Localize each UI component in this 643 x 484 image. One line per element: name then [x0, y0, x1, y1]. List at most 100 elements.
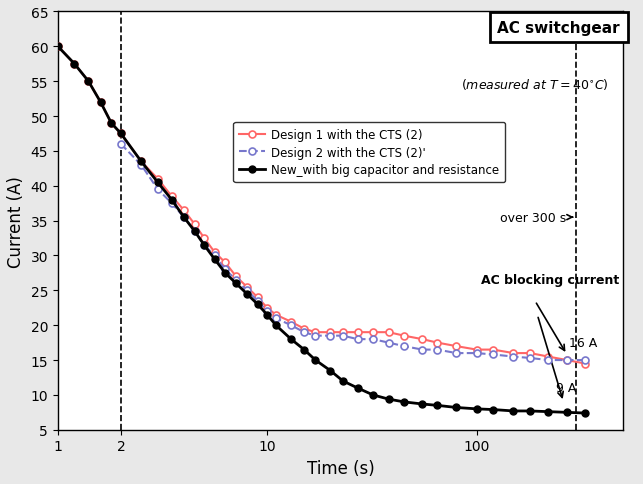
Design 1 with the CTS (2)	[138, 159, 145, 165]
New_with big capacitor and resistance	[107, 121, 115, 127]
New_with big capacitor and resistance	[96, 100, 104, 106]
Design 1 with the CTS (2)	[107, 121, 115, 127]
Design 1 with the CTS (2)	[232, 274, 240, 280]
Design 2 with the CTS (2)'	[243, 288, 251, 294]
Design 1 with the CTS (2)	[385, 330, 392, 335]
Design 1 with the CTS (2)	[300, 326, 308, 332]
Design 1 with the CTS (2)	[221, 260, 229, 266]
Design 1 with the CTS (2)	[211, 250, 219, 256]
Design 2 with the CTS (2)'	[221, 267, 229, 273]
Design 2 with the CTS (2)'	[563, 357, 571, 363]
Text: 9 A: 9 A	[556, 382, 577, 394]
Design 1 with the CTS (2)	[563, 357, 571, 363]
Design 2 with the CTS (2)'	[191, 228, 199, 234]
Design 1 with the CTS (2)	[85, 79, 93, 85]
New_with big capacitor and resistance	[191, 228, 199, 234]
Design 2 with the CTS (2)'	[300, 330, 308, 335]
New_with big capacitor and resistance	[526, 408, 534, 414]
Line: Design 2 with the CTS (2)': Design 2 with the CTS (2)'	[118, 141, 588, 364]
Design 2 with the CTS (2)'	[180, 215, 188, 221]
Line: New_with big capacitor and resistance: New_with big capacitor and resistance	[55, 44, 588, 417]
Design 2 with the CTS (2)'	[545, 357, 552, 363]
Design 2 with the CTS (2)'	[138, 163, 145, 168]
Design 1 with the CTS (2)	[339, 330, 347, 335]
New_with big capacitor and resistance	[254, 302, 262, 307]
Design 2 with the CTS (2)'	[526, 355, 534, 361]
New_with big capacitor and resistance	[563, 409, 571, 415]
New_with big capacitor and resistance	[85, 79, 93, 85]
New_with big capacitor and resistance	[510, 408, 518, 414]
Design 1 with the CTS (2)	[433, 340, 441, 346]
New_with big capacitor and resistance	[154, 180, 161, 186]
Design 1 with the CTS (2)	[287, 319, 295, 325]
Y-axis label: Current (A): Current (A)	[7, 175, 25, 267]
Design 2 with the CTS (2)'	[287, 323, 295, 329]
Line: Design 1 with the CTS (2): Design 1 with the CTS (2)	[55, 44, 588, 367]
Design 2 with the CTS (2)'	[354, 336, 361, 342]
Design 2 with the CTS (2)'	[581, 357, 589, 363]
Design 2 with the CTS (2)'	[369, 336, 377, 342]
Design 2 with the CTS (2)'	[453, 350, 460, 356]
Design 1 with the CTS (2)	[180, 208, 188, 213]
Design 2 with the CTS (2)'	[473, 350, 480, 356]
Design 1 with the CTS (2)	[154, 177, 161, 182]
New_with big capacitor and resistance	[300, 347, 308, 353]
New_with big capacitor and resistance	[138, 159, 145, 165]
Design 1 with the CTS (2)	[581, 361, 589, 367]
Legend: Design 1 with the CTS (2), Design 2 with the CTS (2)', New_with big capacitor an: Design 1 with the CTS (2), Design 2 with…	[233, 122, 505, 183]
Design 1 with the CTS (2)	[327, 330, 334, 335]
Design 2 with the CTS (2)'	[400, 344, 408, 349]
Design 1 with the CTS (2)	[96, 100, 104, 106]
New_with big capacitor and resistance	[221, 271, 229, 276]
Text: $(measured\ at\ T = 40^{\circ}C)$: $(measured\ at\ T = 40^{\circ}C)$	[461, 77, 609, 92]
New_with big capacitor and resistance	[369, 392, 377, 398]
New_with big capacitor and resistance	[385, 396, 392, 402]
New_with big capacitor and resistance	[400, 399, 408, 405]
New_with big capacitor and resistance	[201, 242, 208, 248]
Design 1 with the CTS (2)	[545, 354, 552, 360]
Design 2 with the CTS (2)'	[489, 352, 497, 358]
Text: over 300 s: over 300 s	[500, 211, 572, 224]
Design 1 with the CTS (2)	[489, 347, 497, 353]
New_with big capacitor and resistance	[581, 410, 589, 416]
Design 1 with the CTS (2)	[453, 344, 460, 349]
New_with big capacitor and resistance	[453, 405, 460, 410]
Design 1 with the CTS (2)	[168, 194, 176, 200]
Design 1 with the CTS (2)	[54, 45, 62, 50]
New_with big capacitor and resistance	[287, 336, 295, 342]
New_with big capacitor and resistance	[433, 403, 441, 408]
Design 1 with the CTS (2)	[312, 330, 320, 335]
Design 2 with the CTS (2)'	[254, 298, 262, 304]
New_with big capacitor and resistance	[489, 407, 497, 413]
Text: AC switchgear: AC switchgear	[498, 21, 620, 36]
Design 2 with the CTS (2)'	[419, 347, 426, 353]
Design 2 with the CTS (2)'	[201, 242, 208, 248]
Design 2 with the CTS (2)'	[211, 253, 219, 259]
New_with big capacitor and resistance	[473, 406, 480, 412]
Design 1 with the CTS (2)	[117, 131, 125, 137]
Design 2 with the CTS (2)'	[264, 309, 271, 315]
Design 1 with the CTS (2)	[191, 222, 199, 227]
Design 1 with the CTS (2)	[71, 61, 78, 67]
New_with big capacitor and resistance	[327, 368, 334, 374]
Text: AC blocking current: AC blocking current	[481, 274, 619, 287]
Design 2 with the CTS (2)'	[510, 354, 518, 360]
New_with big capacitor and resistance	[419, 401, 426, 407]
New_with big capacitor and resistance	[71, 61, 78, 67]
New_with big capacitor and resistance	[54, 45, 62, 50]
Design 1 with the CTS (2)	[254, 295, 262, 301]
New_with big capacitor and resistance	[211, 257, 219, 262]
New_with big capacitor and resistance	[545, 409, 552, 415]
New_with big capacitor and resistance	[168, 197, 176, 203]
Design 1 with the CTS (2)	[400, 333, 408, 339]
Design 2 with the CTS (2)'	[385, 340, 392, 346]
Design 2 with the CTS (2)'	[272, 316, 280, 321]
New_with big capacitor and resistance	[180, 215, 188, 221]
Design 1 with the CTS (2)	[272, 312, 280, 318]
Design 2 with the CTS (2)'	[433, 347, 441, 353]
New_with big capacitor and resistance	[272, 323, 280, 329]
Text: 16 A: 16 A	[568, 336, 597, 349]
Design 1 with the CTS (2)	[264, 305, 271, 311]
Design 2 with the CTS (2)'	[327, 333, 334, 339]
Design 1 with the CTS (2)	[510, 350, 518, 356]
